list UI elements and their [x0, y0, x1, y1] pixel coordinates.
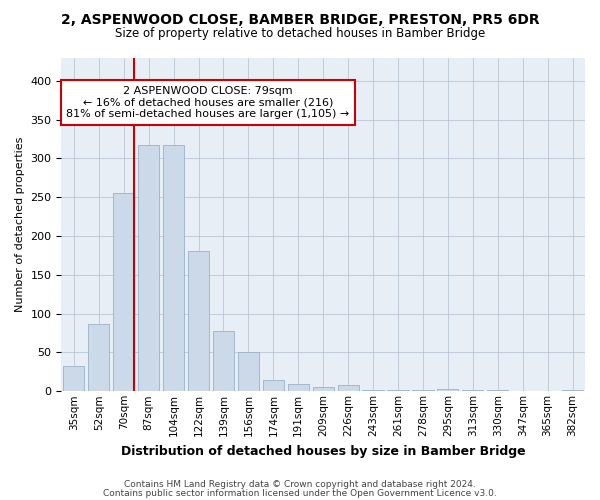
Bar — [437, 389, 458, 392]
Bar — [263, 380, 284, 392]
Bar — [412, 390, 434, 392]
Bar — [313, 388, 334, 392]
Bar — [163, 145, 184, 392]
Text: 2 ASPENWOOD CLOSE: 79sqm
← 16% of detached houses are smaller (216)
81% of semi-: 2 ASPENWOOD CLOSE: 79sqm ← 16% of detach… — [67, 86, 350, 119]
Text: Contains HM Land Registry data © Crown copyright and database right 2024.: Contains HM Land Registry data © Crown c… — [124, 480, 476, 489]
Text: 2, ASPENWOOD CLOSE, BAMBER BRIDGE, PRESTON, PR5 6DR: 2, ASPENWOOD CLOSE, BAMBER BRIDGE, PREST… — [61, 12, 539, 26]
Bar — [63, 366, 85, 392]
Bar — [487, 390, 508, 392]
Bar — [188, 251, 209, 392]
Bar — [88, 324, 109, 392]
Bar — [362, 390, 383, 392]
Bar — [562, 390, 583, 392]
Bar — [213, 330, 234, 392]
Y-axis label: Number of detached properties: Number of detached properties — [15, 136, 25, 312]
Bar — [138, 145, 159, 392]
Bar — [238, 352, 259, 392]
Bar — [388, 390, 409, 392]
Text: Size of property relative to detached houses in Bamber Bridge: Size of property relative to detached ho… — [115, 28, 485, 40]
Bar — [113, 192, 134, 392]
Bar — [287, 384, 309, 392]
Bar — [338, 385, 359, 392]
X-axis label: Distribution of detached houses by size in Bamber Bridge: Distribution of detached houses by size … — [121, 444, 526, 458]
Bar — [462, 390, 484, 392]
Text: Contains public sector information licensed under the Open Government Licence v3: Contains public sector information licen… — [103, 488, 497, 498]
